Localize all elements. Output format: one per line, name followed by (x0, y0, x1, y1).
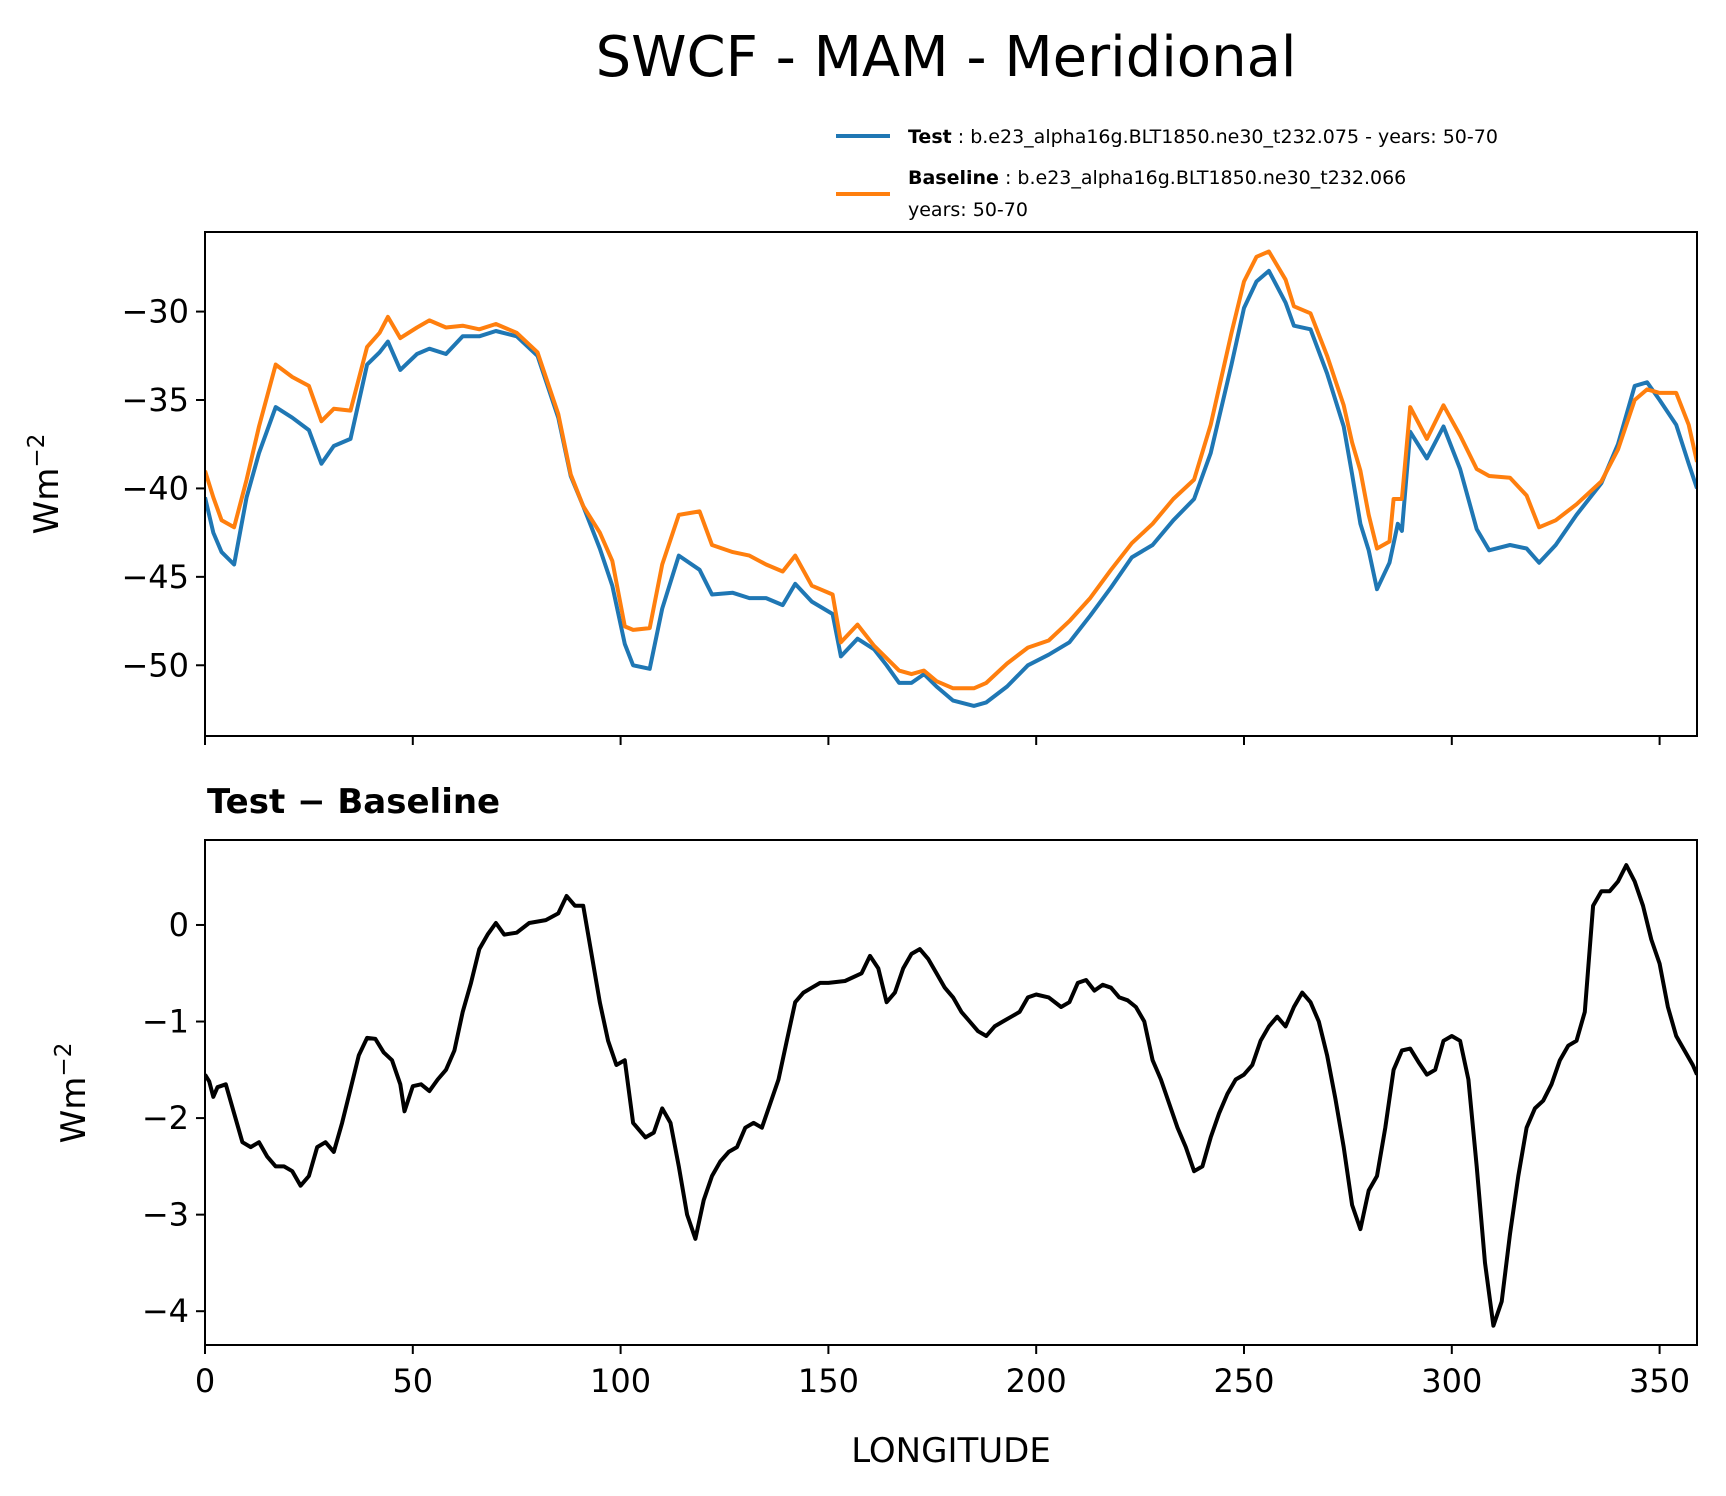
bottom-axes-frame (204, 839, 1698, 1346)
bottom-ylabel-base: Wm (54, 1077, 94, 1144)
xtick-label: 300 (1421, 1362, 1482, 1400)
legend-baseline-description: b.e23_alpha16g.BLT1850.ne30_t232.066 (1017, 167, 1406, 189)
top-ytick-label: −30 (121, 293, 189, 331)
bottom-ytick-label: −1 (142, 1003, 189, 1041)
top-ylabel-exponent: −2 (24, 434, 50, 468)
legend-baseline-colon: : (999, 167, 1017, 189)
top-ylabel: Wm−2 (24, 434, 67, 535)
xtick-label: 350 (1629, 1362, 1690, 1400)
legend: Test : b.e23_alpha16g.BLT1850.ne30_t232.… (836, 126, 1498, 221)
x-axis-label: LONGITUDE (851, 1431, 1051, 1471)
bottom-ytick-label: 0 (169, 906, 189, 944)
bottom-series-line-test-baseline (205, 863, 1697, 1328)
bottom-ylabel-exponent: −2 (51, 1043, 77, 1077)
bottom-ytick-label: −2 (142, 1099, 189, 1137)
bottom-series (205, 863, 1697, 1328)
chart-title: SWCF - MAM - Meridional (596, 25, 1297, 90)
xtick-label: 0 (195, 1362, 215, 1400)
top-ytick-label: −45 (121, 558, 189, 596)
bottom-ytick-label: −4 (142, 1292, 189, 1330)
bottom-subtitle: Test − Baseline (207, 782, 500, 822)
top-ytick-label: −35 (121, 381, 189, 419)
bottom-ylabel: Wm−2 (51, 1043, 94, 1144)
top-ticks: −50 −45 −40 −35 −30 (121, 293, 1661, 745)
legend-test-colon: : (952, 126, 970, 148)
xtick-label: 100 (590, 1362, 651, 1400)
bottom-panel: Test − Baseline −4 −3 −2 −1 0 0 50 100 150 200 250… (51, 782, 1698, 1471)
legend-label-baseline: Baseline : b.e23_alpha16g.BLT1850.ne30_t… (908, 167, 1406, 189)
legend-baseline-description-line2: years: 50-70 (908, 199, 1028, 221)
legend-baseline-name: Baseline (908, 167, 999, 189)
top-panel: −50 −45 −40 −35 −30 Wm−2 (24, 231, 1698, 745)
xtick-label: 250 (1213, 1362, 1274, 1400)
bottom-ticks: −4 −3 −2 −1 0 0 50 100 150 200 250 300 350 (142, 906, 1690, 1400)
top-ytick-label: −50 (121, 646, 189, 684)
top-series-line-baseline (205, 249, 1697, 691)
legend-label-test: Test : b.e23_alpha16g.BLT1850.ne30_t232.… (908, 126, 1498, 148)
top-series-line-test (205, 268, 1697, 708)
top-axes-frame (204, 231, 1698, 737)
legend-test-description: b.e23_alpha16g.BLT1850.ne30_t232.075 - y… (970, 126, 1498, 148)
top-series (205, 249, 1697, 708)
bottom-ytick-label: −3 (142, 1196, 189, 1234)
legend-test-name: Test (908, 126, 952, 148)
top-ylabel-base: Wm (27, 468, 67, 535)
xtick-label: 200 (1006, 1362, 1067, 1400)
xtick-label: 50 (392, 1362, 433, 1400)
xtick-label: 150 (798, 1362, 859, 1400)
top-ytick-label: −40 (121, 469, 189, 507)
